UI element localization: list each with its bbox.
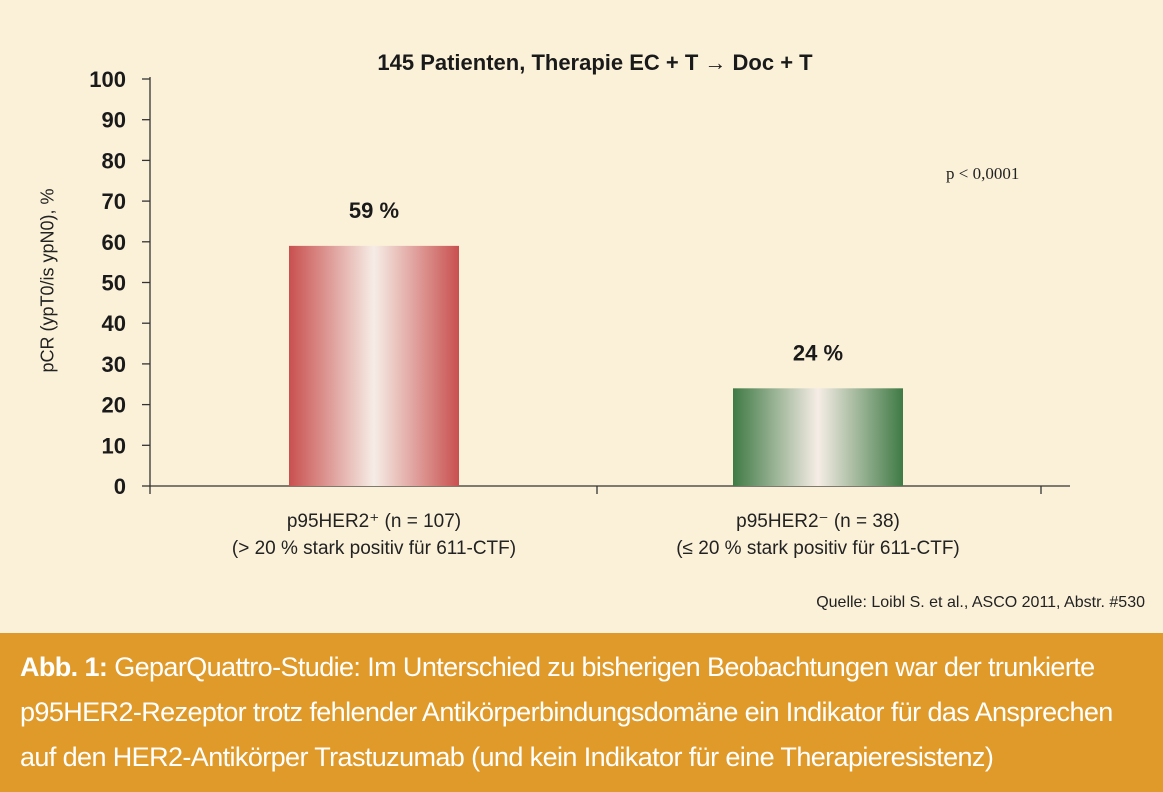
x-category-label-1: p95HER2⁺ (n = 107) (> 20 % stark positiv… <box>164 508 584 562</box>
y-tick-label: 30 <box>102 352 126 377</box>
bar-data-label-1: 59 % <box>349 198 399 223</box>
y-tick-label: 90 <box>102 108 126 133</box>
bar-1 <box>289 245 459 486</box>
y-tick-label: 100 <box>89 67 126 92</box>
x-category-label-2: p95HER2⁻ (n = 38) (≤ 20 % stark positiv … <box>608 508 1028 562</box>
caption-body: GeparQuattro-Studie: Im Unterschied zu b… <box>20 652 1113 772</box>
x-category-2-line2: (≤ 20 % stark positiv für 611-CTF) <box>676 538 960 559</box>
y-tick-label: 70 <box>102 189 126 214</box>
y-axis-label: pCR (ypT0/is ypN0), % <box>37 188 58 373</box>
chart-area: 0 10 20 30 40 50 60 70 80 90 100 59 % 24 % 145 Patie… <box>37 50 1145 611</box>
x-category-2-line1: p95HER2⁻ (n = 38) <box>736 511 900 532</box>
figure-caption: Abb. 1: GeparQuattro-Studie: Im Untersch… <box>0 633 1163 792</box>
bar-data-label-2: 24 % <box>793 340 843 365</box>
y-tick-label: 40 <box>102 311 126 336</box>
source-citation: Quelle: Loibl S. et al., ASCO 2011, Abst… <box>816 594 1145 611</box>
y-tick-label: 0 <box>114 474 126 499</box>
caption-text-block: Abb. 1: GeparQuattro-Studie: Im Untersch… <box>20 645 1145 780</box>
y-tick-label: 10 <box>102 433 126 458</box>
caption-label: Abb. 1: <box>20 652 108 682</box>
x-category-1-line1: p95HER2⁺ (n = 107) <box>286 511 462 532</box>
y-tick-label: 80 <box>102 148 126 173</box>
p-value-annotation: p < 0,0001 <box>946 164 1020 183</box>
y-tick-label: 60 <box>102 230 126 255</box>
y-tick-label: 50 <box>102 271 126 296</box>
chart-title: 145 Patienten, Therapie EC + T → Doc + T <box>377 50 813 75</box>
bar-chart: 0 10 20 30 40 50 60 70 80 90 100 59 % 24 % <box>89 67 1070 499</box>
x-category-1-line2: (> 20 % stark positiv für 611-CTF) <box>231 538 517 559</box>
bar-2 <box>733 388 903 486</box>
y-tick-label: 20 <box>102 393 126 418</box>
